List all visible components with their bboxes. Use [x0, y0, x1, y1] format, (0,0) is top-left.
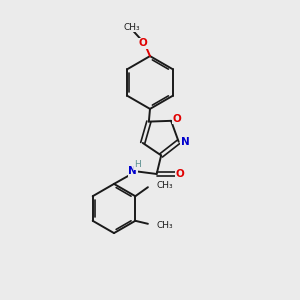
Text: CH₃: CH₃: [156, 181, 173, 190]
Text: CH₃: CH₃: [156, 221, 173, 230]
Text: CH₃: CH₃: [123, 23, 140, 32]
Text: O: O: [139, 38, 148, 49]
Text: H: H: [134, 160, 141, 169]
Text: O: O: [173, 114, 182, 124]
Text: N: N: [128, 166, 137, 176]
Text: O: O: [176, 169, 184, 179]
Text: N: N: [181, 137, 190, 147]
